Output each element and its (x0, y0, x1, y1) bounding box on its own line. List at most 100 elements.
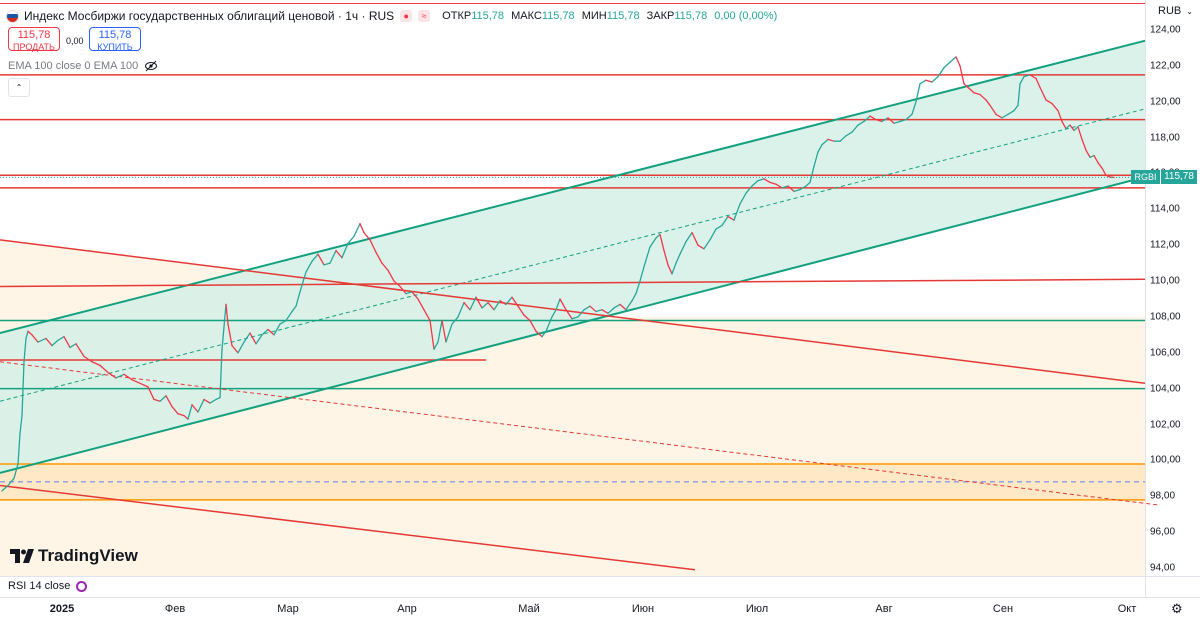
price-segment (703, 239, 711, 250)
y-tick-label: 106,00 (1150, 347, 1181, 359)
price-segment (295, 291, 301, 307)
x-tick-label: Фев (164, 603, 186, 615)
price-segment (643, 246, 651, 268)
sell-button[interactable]: 115,78 ПРОДАТЬ (8, 27, 60, 52)
price-segment (285, 310, 293, 322)
price-segment (857, 120, 865, 126)
price-segment (925, 79, 933, 83)
price-segment (51, 339, 59, 347)
y-tick-label: 124,00 (1150, 24, 1181, 36)
price-segment (393, 280, 401, 288)
price-segment (751, 179, 759, 187)
price-segment (769, 181, 777, 185)
currency-selector[interactable]: RUB ⌄ (1158, 5, 1193, 17)
price-segment (341, 242, 349, 259)
price-segment (639, 266, 645, 282)
price-segment (595, 309, 603, 313)
price-segment (381, 262, 389, 271)
price-segment (607, 307, 615, 314)
price-segment (387, 269, 395, 282)
chevron-down-icon: ⌄ (1186, 6, 1193, 16)
price-segment (679, 240, 687, 255)
price-segment (225, 303, 229, 325)
price-segment (685, 231, 693, 243)
symbol-title[interactable]: Индекс Мосбиржи государственных облигаци… (24, 9, 395, 23)
price-segment (347, 235, 355, 245)
price-segment (739, 192, 747, 205)
russia-flag-icon (6, 9, 19, 23)
price-segment (63, 336, 71, 349)
price-segment (165, 395, 173, 408)
price-segment (715, 224, 723, 230)
ema-legend[interactable]: EMA 100 close 0 EMA 100 (8, 60, 158, 72)
price-segment (31, 334, 39, 343)
price-segment (227, 323, 233, 347)
price-segment (813, 151, 819, 167)
price-segment (655, 233, 661, 239)
tradingview-logo-icon (10, 549, 34, 563)
market-closed-icon: ● (400, 10, 413, 22)
price-segment (663, 249, 669, 266)
price-segment (405, 291, 413, 295)
collapse-legend-button[interactable]: ⌃ (8, 78, 30, 97)
price-segment (237, 341, 245, 354)
price-segment (845, 131, 853, 137)
price-segment (979, 93, 987, 101)
settings-gear-icon[interactable]: ⚙ (1171, 601, 1183, 616)
price-segment (541, 330, 547, 338)
y-tick-label: 96,00 (1150, 526, 1176, 538)
price-segment (451, 316, 459, 325)
price-segment (1007, 110, 1015, 115)
price-segment (13, 463, 19, 479)
price-segment (267, 328, 275, 336)
price-segment (1045, 99, 1053, 105)
price-segment (209, 398, 217, 404)
delayed-data-icon: ≈ (418, 10, 431, 22)
price-segment (255, 334, 263, 345)
price-segment (559, 298, 567, 311)
y-tick-label: 94,00 (1150, 562, 1176, 574)
price-segment (955, 56, 961, 67)
price-segment (931, 75, 939, 83)
price-segment (417, 298, 425, 311)
rsi-legend[interactable]: RSI 14 close (8, 580, 88, 592)
x-tick-label: Сен (992, 603, 1014, 615)
price-segment (1019, 75, 1025, 85)
price-segment (517, 305, 525, 316)
price-segment (691, 231, 699, 246)
price-segment (177, 413, 185, 417)
price-segment (1105, 174, 1111, 178)
price-segment (25, 330, 29, 340)
price-segment (667, 264, 673, 275)
buy-button[interactable]: 115,78 КУПИТЬ (89, 27, 141, 52)
price-segment (911, 101, 917, 115)
price-segment (335, 249, 343, 259)
price-segment (499, 300, 507, 306)
price-segment (1077, 126, 1083, 141)
price-segment (429, 319, 435, 350)
price-segment (905, 113, 913, 121)
price-segment (215, 396, 221, 401)
price-segment (821, 138, 829, 146)
price-segment (475, 296, 483, 309)
price-segment (985, 99, 991, 106)
price-segment (943, 61, 951, 69)
x-tick-label: 2025 (49, 603, 75, 615)
price-segment (1065, 124, 1071, 130)
price-segment (153, 398, 161, 402)
price-segment (219, 348, 223, 399)
price-segment (487, 301, 495, 311)
price-segment (37, 337, 47, 343)
eye-hidden-icon[interactable] (144, 60, 158, 72)
price-segment (187, 404, 193, 420)
price-segment (1097, 162, 1103, 169)
price-segment (571, 316, 579, 320)
price-segment (697, 244, 705, 250)
price-segment (1101, 167, 1107, 176)
price-segment (963, 83, 969, 89)
price-segment (445, 323, 453, 343)
price-segment (511, 296, 519, 307)
price-segment (565, 309, 573, 320)
price-segment (799, 185, 807, 191)
